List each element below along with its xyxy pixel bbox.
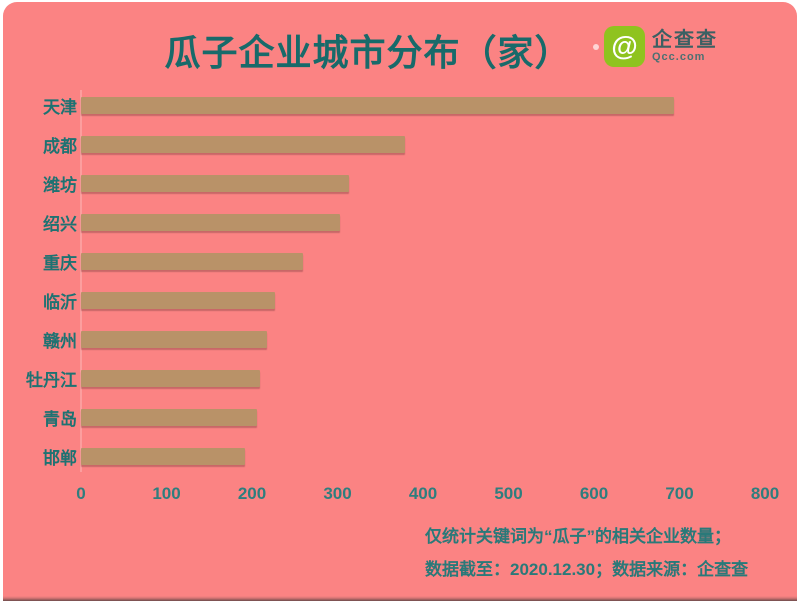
bar-row: 牡丹江 [3,359,797,398]
bar [81,175,349,192]
x-tick: 500 [494,484,523,503]
logo-dot-icon [593,43,599,50]
bar [81,97,674,114]
bar-track [81,370,765,387]
bar-track [81,448,765,465]
bar-row: 天津 [3,86,797,125]
bar [81,292,276,309]
x-tick: 200 [237,484,267,503]
qichacha-at-icon: @ [604,26,645,67]
bar-track [81,136,765,153]
category-label: 成都 [43,137,77,156]
footer-note: 仅统计关键词为“瓜子”的相关企业数量； [425,527,731,546]
footer-source: 数据截至：2020.12.30；数据来源：企查查 [425,560,749,579]
bar [81,409,258,426]
bar-track [81,331,765,348]
bar-rows: 天津成都潍坊绍兴重庆临沂赣州牡丹江青岛邯郸 [3,86,797,476]
bar-track [81,253,765,270]
x-tick: 800 [750,484,780,503]
bar-row: 重庆 [3,242,797,281]
x-tick: 700 [665,484,694,503]
bar-track [81,292,765,309]
infographic-card: 瓜子企业城市分布（家） @ 企查查 Qcc.com 天津成都潍坊绍兴重庆临沂赣州… [3,2,797,601]
bottom-edge [3,596,797,601]
category-label: 重庆 [43,254,77,273]
x-tick: 400 [408,484,438,503]
logo-text: 企查查 Qcc.com [652,29,718,64]
bar-track [81,409,765,426]
bar-row: 绍兴 [3,203,797,242]
x-tick: 0 [76,484,86,503]
bar-track [81,175,765,192]
category-label: 天津 [43,98,77,117]
bar-chart: 天津成都潍坊绍兴重庆临沂赣州牡丹江青岛邯郸 0 100 200 300 400 500 60… [3,86,797,506]
footer-notes: 仅统计关键词为“瓜子”的相关企业数量； 数据截至：2020.12.30；数据来源… [425,520,748,586]
category-label: 绍兴 [43,215,77,234]
x-axis: 0 100 200 300 400 500 600 700 800 [76,484,779,506]
bar [81,370,260,387]
category-label: 潍坊 [43,176,77,195]
x-tick: 300 [323,484,352,503]
category-label: 牡丹江 [26,371,77,390]
bar [81,253,304,270]
category-label: 临沂 [43,293,77,312]
bar [81,136,406,153]
bar-row: 成都 [3,125,797,164]
x-tick: 100 [152,484,181,503]
qichacha-logo: @ 企查查 Qcc.com [593,26,718,67]
bar-row: 邯郸 [3,437,797,476]
category-label: 赣州 [43,332,77,351]
bar [81,331,267,348]
chart-title: 瓜子企业城市分布（家） [164,32,572,73]
bar-track [81,214,765,231]
category-label: 邯郸 [43,449,77,468]
category-label: 青岛 [43,410,77,429]
x-tick: 600 [579,484,609,503]
logo-brand: 企查查 [652,29,718,51]
bar [81,448,246,465]
bar-row: 赣州 [3,320,797,359]
bar-track [81,97,765,114]
bar-row: 青岛 [3,398,797,437]
logo-domain: Qcc.com [652,51,706,63]
bar [81,214,341,231]
bar-row: 临沂 [3,281,797,320]
bar-row: 潍坊 [3,164,797,203]
